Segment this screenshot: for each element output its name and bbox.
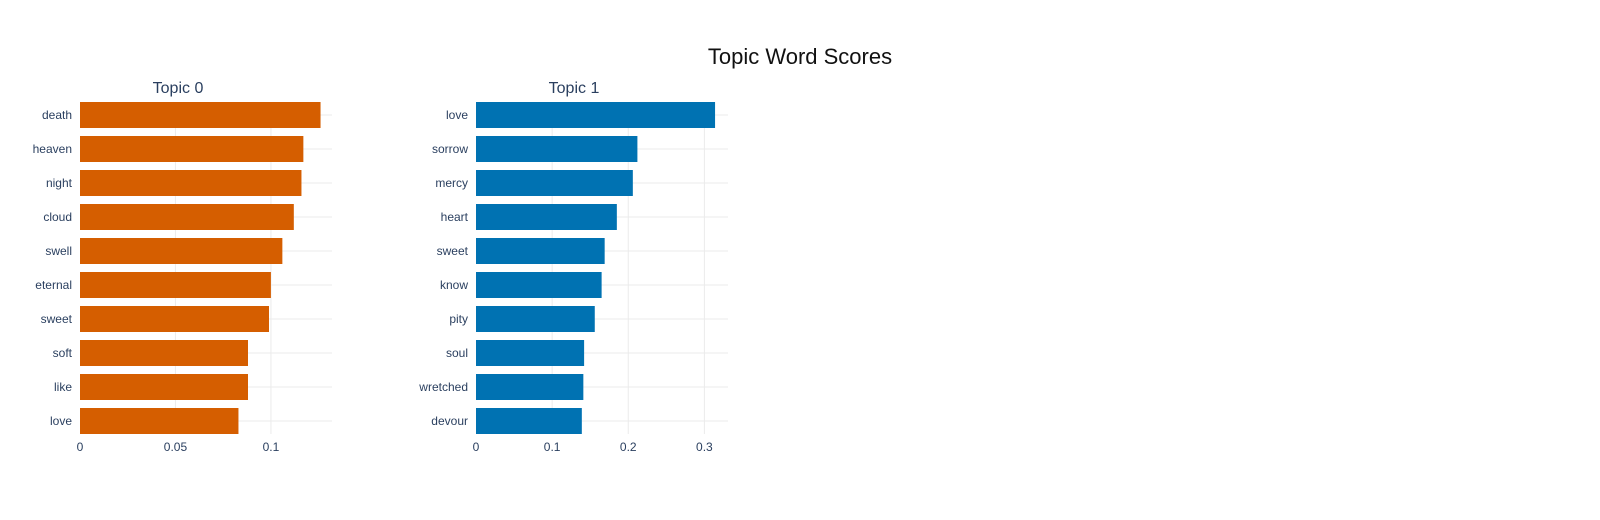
x-tick-label: 0	[473, 440, 480, 454]
bar-pity	[476, 306, 595, 332]
bar-like	[80, 374, 248, 400]
category-label: mercy	[435, 176, 468, 190]
x-tick-label: 0.1	[263, 440, 280, 454]
category-label: sorrow	[432, 142, 468, 156]
category-label: cloud	[43, 210, 72, 224]
x-tick-label: 0.1	[544, 440, 561, 454]
category-label: love	[446, 108, 468, 122]
category-label: soft	[53, 346, 73, 360]
bar-love	[80, 408, 239, 434]
bar-heaven	[80, 136, 304, 162]
category-label: heaven	[33, 142, 72, 156]
bar-soul	[476, 340, 585, 366]
chart-title: Topic Word Scores	[708, 44, 892, 69]
bar-eternal	[80, 272, 271, 298]
category-label: swell	[45, 244, 72, 258]
category-label: wretched	[418, 380, 468, 394]
bar-heart	[476, 204, 617, 230]
x-tick-label: 0.05	[164, 440, 188, 454]
category-label: pity	[449, 312, 468, 326]
x-tick-label: 0.3	[696, 440, 713, 454]
category-label: heart	[441, 210, 469, 224]
category-label: night	[46, 176, 73, 190]
category-label: sweet	[41, 312, 73, 326]
category-label: know	[440, 278, 468, 292]
bar-soft	[80, 340, 248, 366]
bar-sweet	[80, 306, 269, 332]
category-label: sweet	[437, 244, 469, 258]
bar-sweet	[476, 238, 605, 264]
bar-love	[476, 102, 716, 128]
category-label: soul	[446, 346, 468, 360]
bar-know	[476, 272, 602, 298]
category-label: like	[54, 380, 72, 394]
x-tick-label: 0	[77, 440, 84, 454]
chart-panel-1: Topic 1 love sorrow mercy heart sweet know pity…	[418, 80, 728, 454]
bar-swell	[80, 238, 283, 264]
bar-mercy	[476, 170, 633, 196]
category-label: death	[42, 108, 72, 122]
bar-death	[80, 102, 321, 128]
x-tick-label: 0.2	[620, 440, 637, 454]
bar-night	[80, 170, 302, 196]
category-label: devour	[431, 414, 468, 428]
chart-panel-0: Topic 0 death heaven night cloud swell eternal…	[33, 80, 332, 454]
bar-cloud	[80, 204, 294, 230]
bar-sorrow	[476, 136, 638, 162]
bar-devour	[476, 408, 582, 434]
subplot-title: Topic 1	[549, 80, 600, 97]
bar-wretched	[476, 374, 584, 400]
category-label: love	[50, 414, 72, 428]
chart-panels: Topic 0 death heaven night cloud swell eternal…	[33, 80, 728, 454]
subplot-title: Topic 0	[153, 80, 204, 97]
category-label: eternal	[35, 278, 72, 292]
